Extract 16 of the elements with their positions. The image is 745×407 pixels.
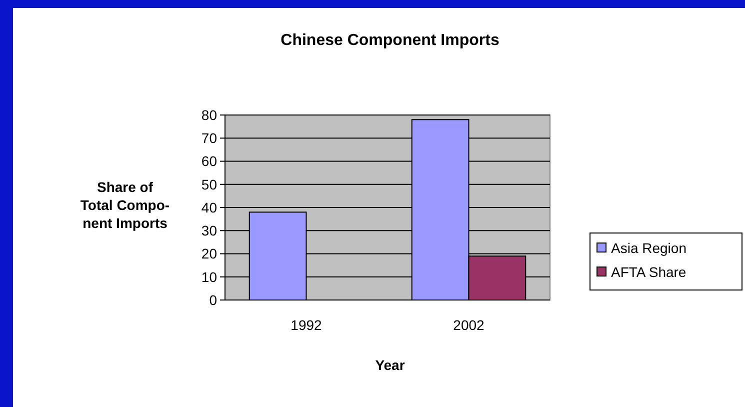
y-tick-label: 50: [201, 176, 218, 192]
x-tick-label: 2002: [453, 317, 485, 333]
chart-title: Chinese Component Imports: [280, 32, 500, 49]
x-tick-label: 1992: [290, 317, 322, 333]
y-tick-label: 10: [201, 268, 218, 285]
y-tick-label: 80: [201, 106, 218, 123]
y-tick-label: 60: [201, 153, 218, 170]
y-tick-label: 0: [209, 292, 218, 308]
y-tick-label: 20: [201, 246, 218, 262]
y-tick-label: 70: [201, 130, 218, 146]
y-tick-label: 30: [201, 222, 218, 239]
legend-label: AFTA Share: [611, 264, 686, 280]
x-axis-title: Year: [375, 357, 406, 373]
legend-label: Asia Region: [611, 240, 686, 256]
y-axis-title: Share of Total Compo- nent Imports: [80, 179, 170, 231]
y-tick-label: 40: [201, 199, 218, 216]
